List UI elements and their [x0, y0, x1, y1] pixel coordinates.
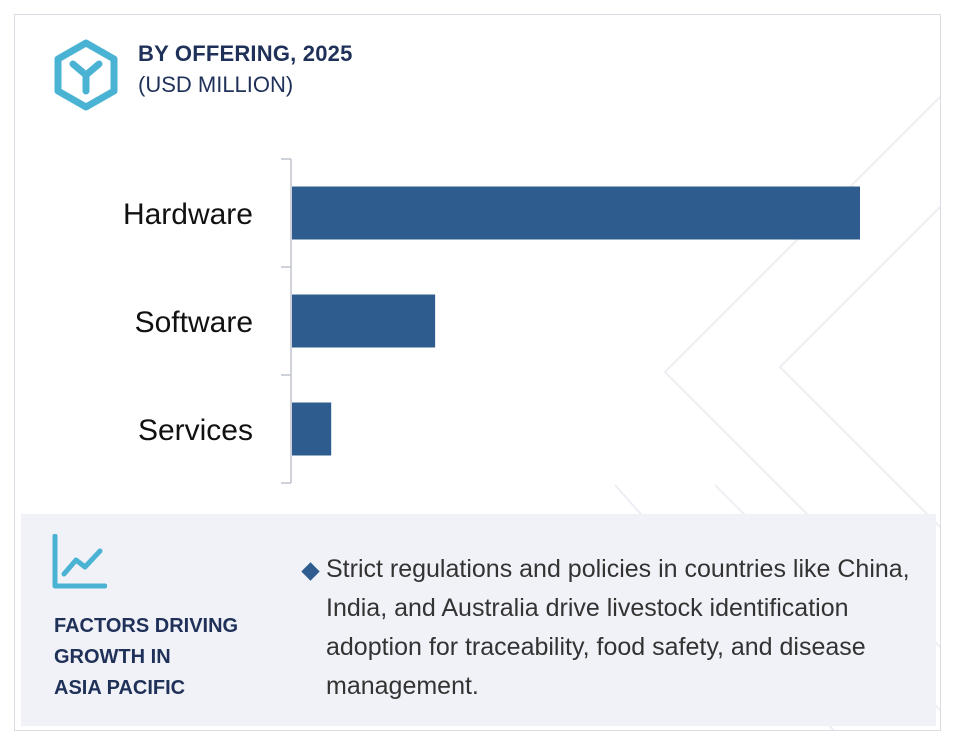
category-label-software: Software	[135, 306, 253, 339]
factors-panel: FACTORS DRIVING GROWTH IN ASIA PACIFIC S…	[21, 514, 936, 726]
trend-line-chart-icon	[52, 534, 107, 589]
category-label-services: Services	[138, 414, 253, 447]
factor-bullet-text: Strict regulations and policies in count…	[326, 555, 910, 700]
chart-title: BY OFFERING, 2025	[138, 41, 353, 66]
factors-heading-line-1: FACTORS DRIVING	[54, 615, 239, 637]
diamond-bullet-icon	[301, 562, 320, 581]
factors-heading-line-2: GROWTH IN	[54, 646, 171, 668]
bar-hardware	[292, 186, 860, 240]
chart-subtitle: (USD MILLION)	[138, 72, 294, 97]
factors-heading-line-3: ASIA PACIFIC	[54, 677, 186, 699]
bar-services	[292, 402, 332, 456]
factors-heading: FACTORS DRIVING GROWTH IN ASIA PACIFIC	[54, 611, 238, 704]
offering-bar-chart: Hardware Software Services	[123, 158, 860, 484]
bar-software	[292, 294, 436, 348]
category-label-hardware: Hardware	[123, 198, 253, 231]
infographic-card: BY OFFERING, 2025 (USD MILLION) Hardware…	[14, 14, 941, 731]
hexagon-logo-icon	[54, 39, 118, 111]
